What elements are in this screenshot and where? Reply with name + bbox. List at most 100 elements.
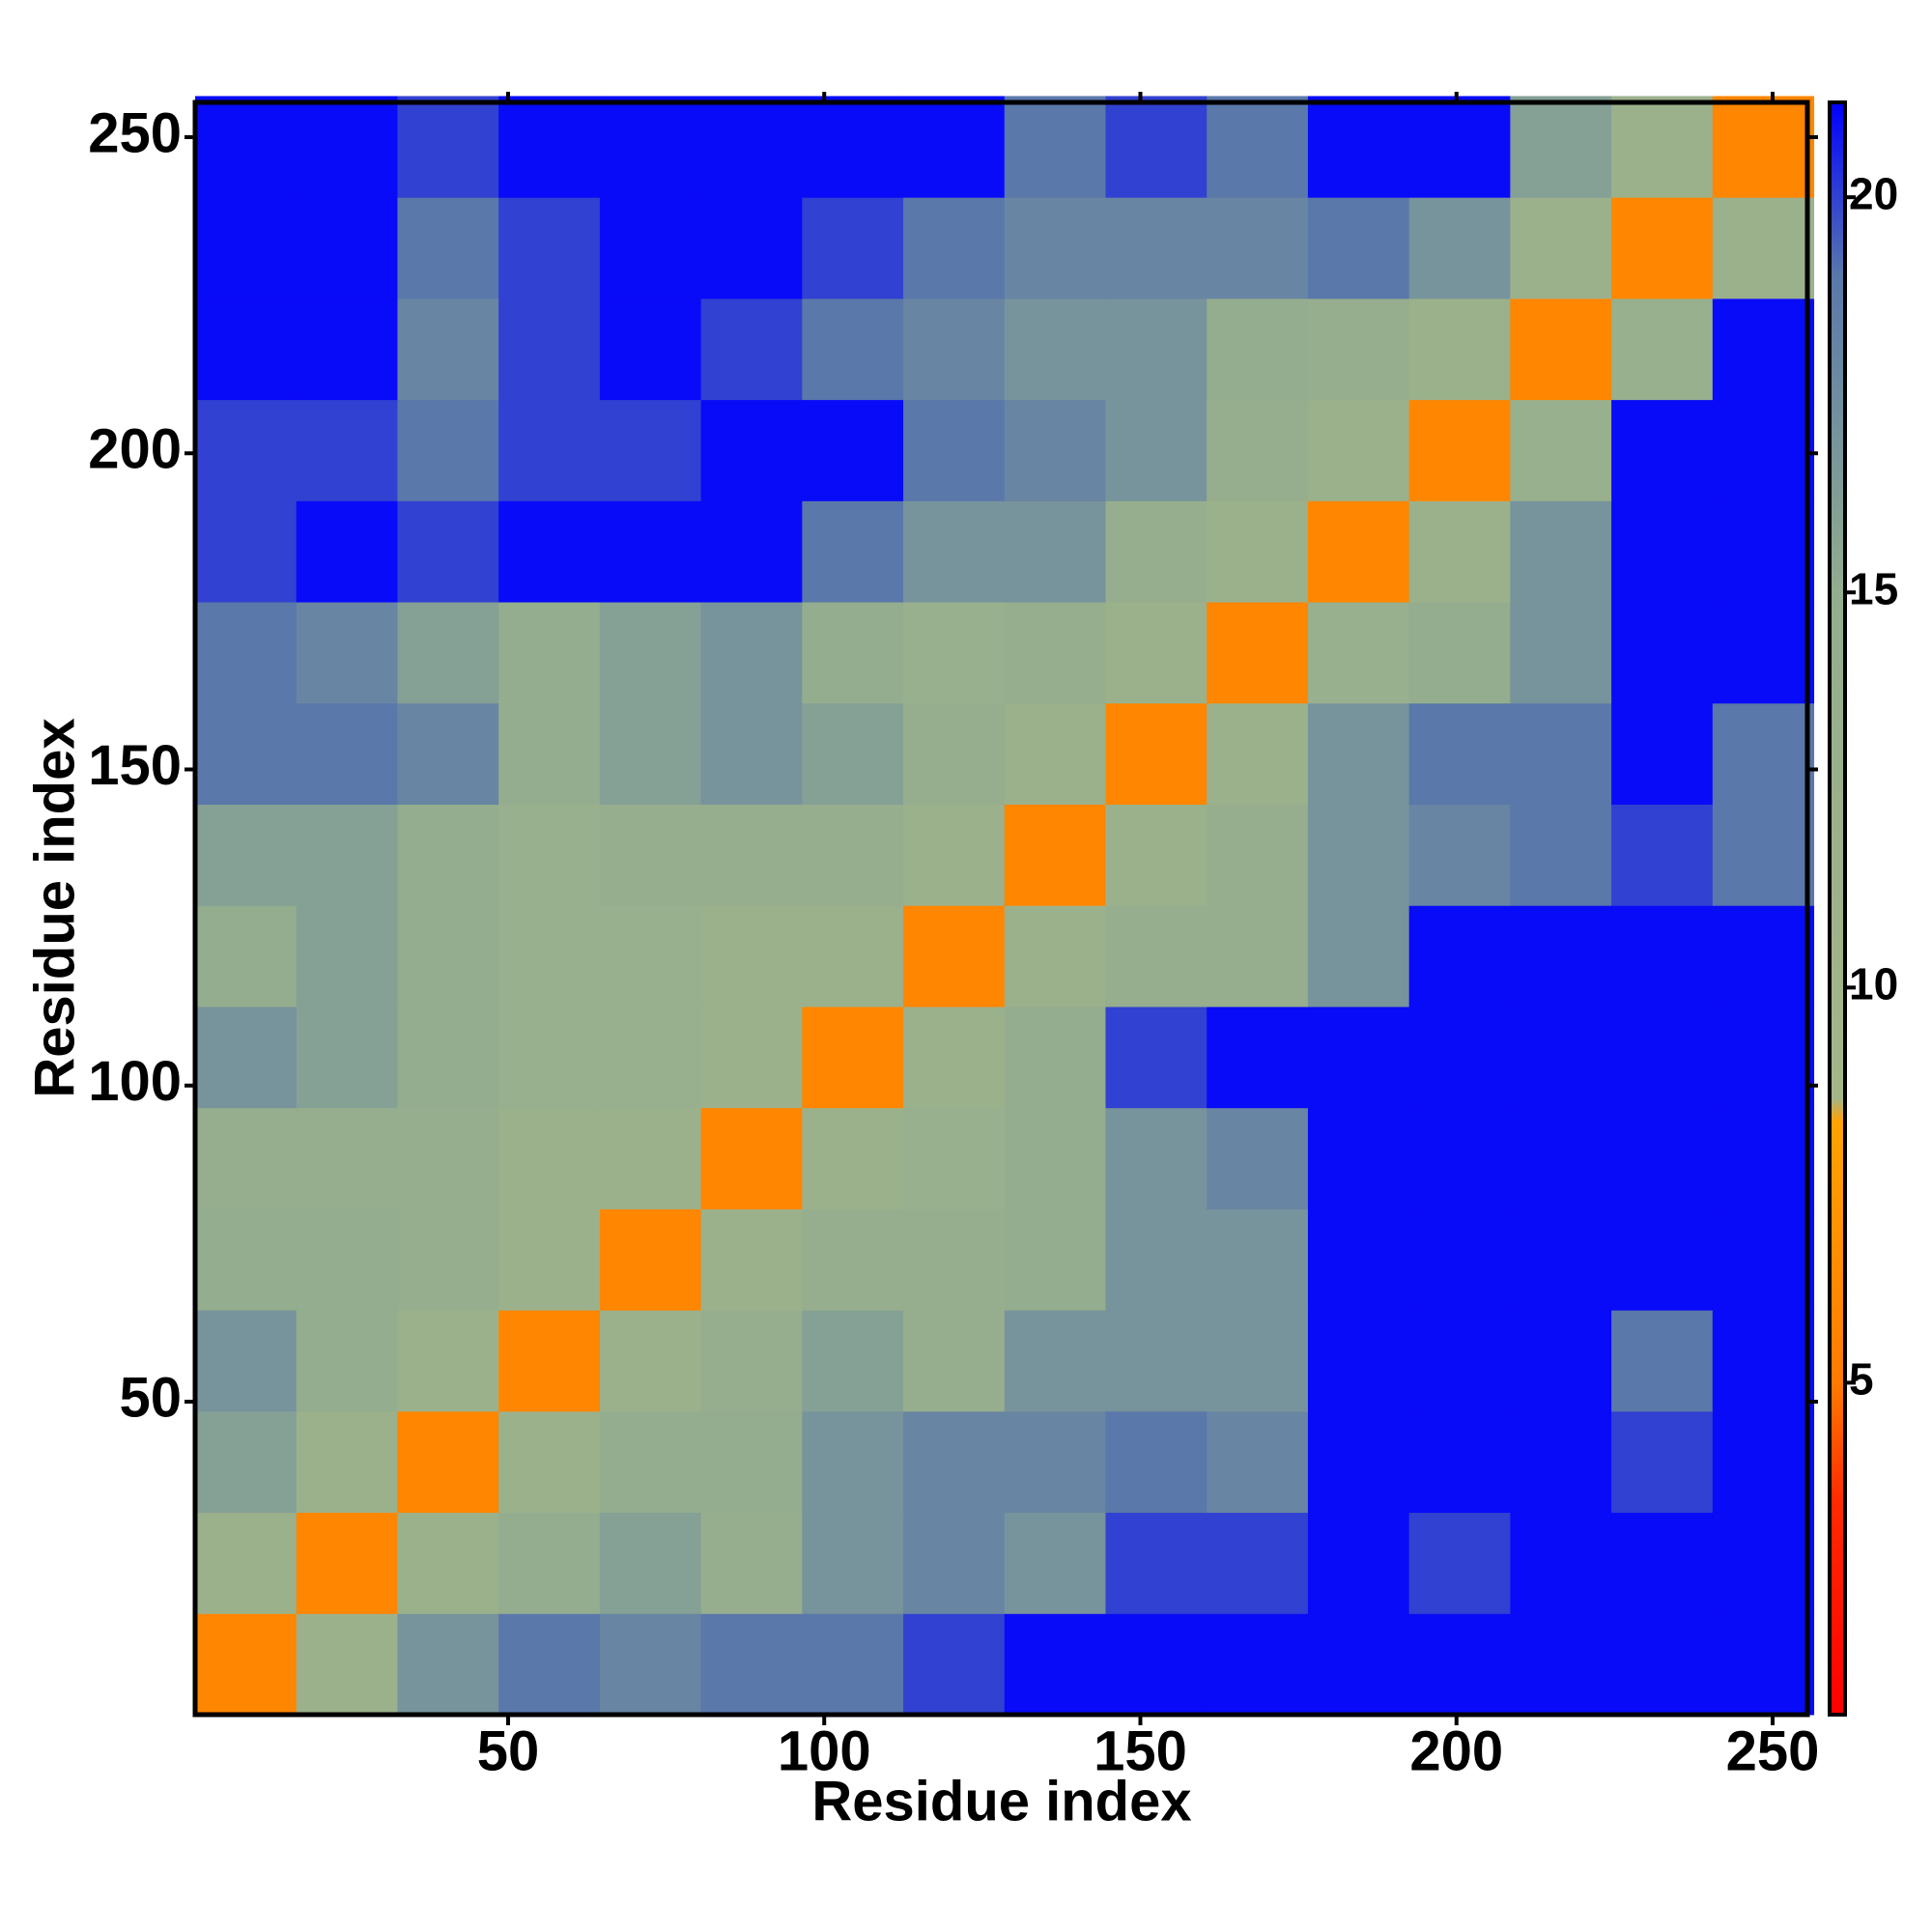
heatmap-cell [498, 197, 601, 299]
heatmap-cell [599, 197, 702, 299]
heatmap-cell [397, 298, 499, 401]
heatmap-cell [296, 399, 398, 501]
colorbar [1828, 100, 1847, 1717]
heatmap-cell [296, 96, 398, 198]
heatmap-cell [599, 1107, 702, 1209]
heatmap-cell [1712, 298, 1815, 401]
heatmap-cell [1611, 197, 1714, 299]
y-tick-label: 150 [88, 734, 182, 797]
heatmap-cell [903, 197, 1006, 299]
heatmap-cell [1105, 1006, 1208, 1109]
heatmap-cell [700, 298, 803, 401]
heatmap-cell [1307, 1613, 1410, 1716]
heatmap-cell [1307, 905, 1410, 1008]
heatmap-cell [1207, 602, 1309, 704]
heatmap-cell [1408, 804, 1511, 906]
heatmap-cell [903, 602, 1006, 704]
heatmap-cell [1307, 399, 1410, 501]
heatmap-cell [903, 1208, 1006, 1311]
heatmap-cell [296, 602, 398, 704]
x-tick-label: 100 [778, 1719, 871, 1782]
heatmap-cell [397, 602, 499, 704]
heatmap-cell [1207, 1107, 1309, 1209]
heatmap-cell [1510, 1512, 1612, 1614]
heatmap-cell [296, 1310, 398, 1412]
heatmap-cell [195, 298, 298, 401]
heatmap-cell [1004, 1208, 1106, 1311]
heatmap-cell [1105, 804, 1208, 906]
heatmap-cell [599, 905, 702, 1008]
heatmap-cell [1105, 1208, 1208, 1311]
y-tick-label: 50 [119, 1366, 182, 1429]
heatmap-cell [1510, 1310, 1612, 1412]
heatmap-cell [296, 905, 398, 1008]
heatmap-cell [802, 298, 904, 401]
heatmap-cell [802, 500, 904, 603]
heatmap-cell [296, 1613, 398, 1716]
heatmap-cell [1712, 602, 1815, 704]
heatmap-cell [296, 1410, 398, 1514]
x-tick-label: 150 [1094, 1719, 1187, 1782]
heatmap-cell [1611, 602, 1714, 704]
heatmap-cell [700, 1613, 803, 1716]
heatmap-cell [599, 298, 702, 401]
heatmap-cell [1004, 702, 1106, 806]
heatmap-cell [397, 1410, 499, 1514]
heatmap-cell [1611, 298, 1714, 401]
heatmap-cell [195, 702, 298, 806]
heatmap-cell [498, 298, 601, 401]
heatmap-cell [1408, 905, 1511, 1008]
heatmap-cell [1307, 1410, 1410, 1514]
heatmap-cell [1712, 399, 1815, 501]
y-tick-label: 100 [88, 1050, 182, 1113]
heatmap-cell [498, 905, 601, 1008]
heatmap-cell [1207, 702, 1309, 806]
heatmap-cell [1712, 1512, 1815, 1614]
heatmap-cell [498, 1512, 601, 1614]
plot-frame [192, 99, 1810, 1718]
heatmap-cell [700, 1208, 803, 1311]
heatmap-cell [1105, 1310, 1208, 1412]
heatmap-cell [1004, 1107, 1106, 1209]
heatmap-cell [1611, 500, 1714, 603]
heatmap-cell [700, 399, 803, 501]
heatmap-cell [1510, 298, 1612, 401]
heatmap-cell [802, 1410, 904, 1514]
heatmap-cell [296, 1208, 398, 1311]
colorbar-tick-label: 10 [1849, 958, 1898, 1009]
heatmap-cell [802, 602, 904, 704]
heatmap-cell [599, 1613, 702, 1716]
heatmap-cell [498, 602, 601, 704]
heatmap-cell [1611, 1208, 1714, 1311]
heatmap-cell [1105, 1613, 1208, 1716]
heatmap-cell [802, 702, 904, 806]
heatmap-cell [700, 1310, 803, 1412]
heatmap-cell [903, 702, 1006, 806]
heatmap-cell [1611, 1512, 1714, 1614]
heatmap-cell [599, 1208, 702, 1311]
heatmap-cell [498, 399, 601, 501]
heatmap-cell [498, 1613, 601, 1716]
heatmap-cell [599, 602, 702, 704]
heatmap-cell [1510, 96, 1612, 198]
heatmap-cell [1712, 804, 1815, 906]
heatmap-cell [1105, 1512, 1208, 1614]
heatmap-cell [397, 1613, 499, 1716]
heatmap-cell [1207, 197, 1309, 299]
heatmap-cell [1105, 1410, 1208, 1514]
heatmap-cell [1408, 298, 1511, 401]
heatmap-cell [397, 399, 499, 501]
heatmap-cell [599, 1410, 702, 1514]
heatmap-cell [1105, 96, 1208, 198]
heatmap-cell [397, 1006, 499, 1109]
heatmap-cell [498, 702, 601, 806]
heatmap-cell [1611, 702, 1714, 806]
heatmap-cell [1004, 298, 1106, 401]
heatmap-cell [1408, 1208, 1511, 1311]
heatmap-cell [1408, 702, 1511, 806]
heatmap-cell [1307, 602, 1410, 704]
heatmap-cell [903, 1410, 1006, 1514]
heatmap-cell [1510, 1107, 1612, 1209]
heatmap-cell [1712, 197, 1815, 299]
